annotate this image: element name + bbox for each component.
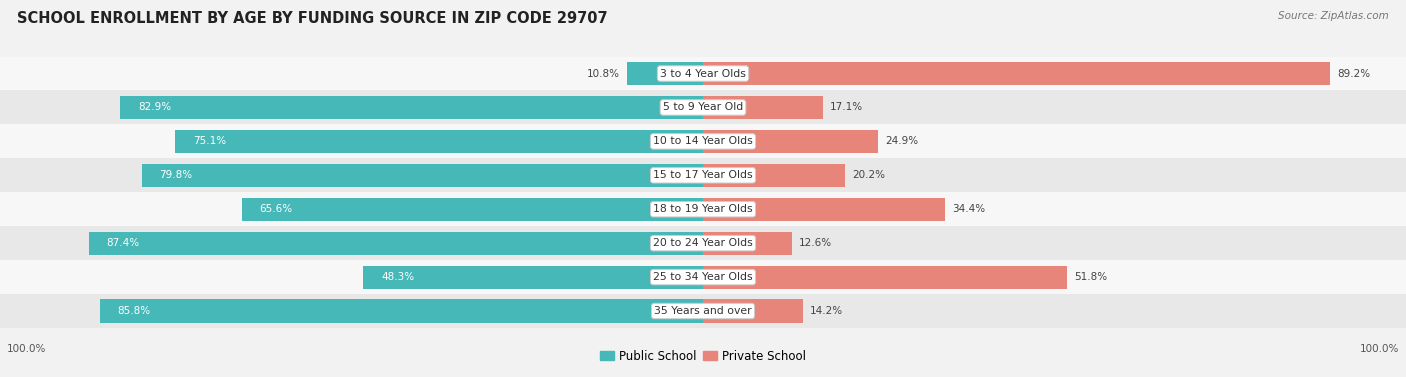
- Text: 10 to 14 Year Olds: 10 to 14 Year Olds: [654, 136, 752, 146]
- Text: 34.4%: 34.4%: [952, 204, 986, 214]
- Bar: [703, 231, 792, 255]
- Bar: [142, 164, 703, 187]
- Bar: [120, 96, 703, 119]
- Text: 18 to 19 Year Olds: 18 to 19 Year Olds: [654, 204, 752, 214]
- Text: Source: ZipAtlas.com: Source: ZipAtlas.com: [1278, 11, 1389, 21]
- Text: SCHOOL ENROLLMENT BY AGE BY FUNDING SOURCE IN ZIP CODE 29707: SCHOOL ENROLLMENT BY AGE BY FUNDING SOUR…: [17, 11, 607, 26]
- Bar: [703, 62, 1330, 85]
- Bar: [0, 124, 1406, 158]
- Bar: [0, 226, 1406, 260]
- Text: 12.6%: 12.6%: [799, 238, 832, 248]
- Bar: [242, 198, 703, 221]
- Text: 3 to 4 Year Olds: 3 to 4 Year Olds: [659, 69, 747, 78]
- Text: 20 to 24 Year Olds: 20 to 24 Year Olds: [654, 238, 752, 248]
- Bar: [703, 198, 945, 221]
- Bar: [0, 158, 1406, 192]
- Bar: [89, 231, 703, 255]
- Bar: [703, 130, 877, 153]
- Bar: [100, 299, 703, 323]
- Text: 51.8%: 51.8%: [1074, 272, 1108, 282]
- Text: 14.2%: 14.2%: [810, 306, 844, 316]
- Bar: [703, 96, 824, 119]
- Text: 25 to 34 Year Olds: 25 to 34 Year Olds: [654, 272, 752, 282]
- Bar: [0, 57, 1406, 90]
- Legend: Public School, Private School: Public School, Private School: [595, 345, 811, 367]
- Text: 100.0%: 100.0%: [7, 344, 46, 354]
- Text: 48.3%: 48.3%: [381, 272, 415, 282]
- Text: 35 Years and over: 35 Years and over: [654, 306, 752, 316]
- Bar: [363, 265, 703, 289]
- Text: 24.9%: 24.9%: [886, 136, 918, 146]
- Bar: [627, 62, 703, 85]
- Bar: [0, 90, 1406, 124]
- Text: 15 to 17 Year Olds: 15 to 17 Year Olds: [654, 170, 752, 180]
- Text: 89.2%: 89.2%: [1337, 69, 1371, 78]
- Text: 17.1%: 17.1%: [830, 103, 863, 112]
- Bar: [0, 294, 1406, 328]
- Text: 75.1%: 75.1%: [193, 136, 226, 146]
- Bar: [0, 260, 1406, 294]
- Text: 85.8%: 85.8%: [117, 306, 150, 316]
- Text: 20.2%: 20.2%: [852, 170, 884, 180]
- Text: 100.0%: 100.0%: [1360, 344, 1399, 354]
- Text: 5 to 9 Year Old: 5 to 9 Year Old: [662, 103, 744, 112]
- Text: 10.8%: 10.8%: [588, 69, 620, 78]
- Bar: [176, 130, 703, 153]
- Text: 65.6%: 65.6%: [260, 204, 292, 214]
- Bar: [0, 192, 1406, 226]
- Text: 87.4%: 87.4%: [105, 238, 139, 248]
- Text: 79.8%: 79.8%: [160, 170, 193, 180]
- Bar: [703, 299, 803, 323]
- Text: 82.9%: 82.9%: [138, 103, 172, 112]
- Bar: [703, 265, 1067, 289]
- Bar: [703, 164, 845, 187]
